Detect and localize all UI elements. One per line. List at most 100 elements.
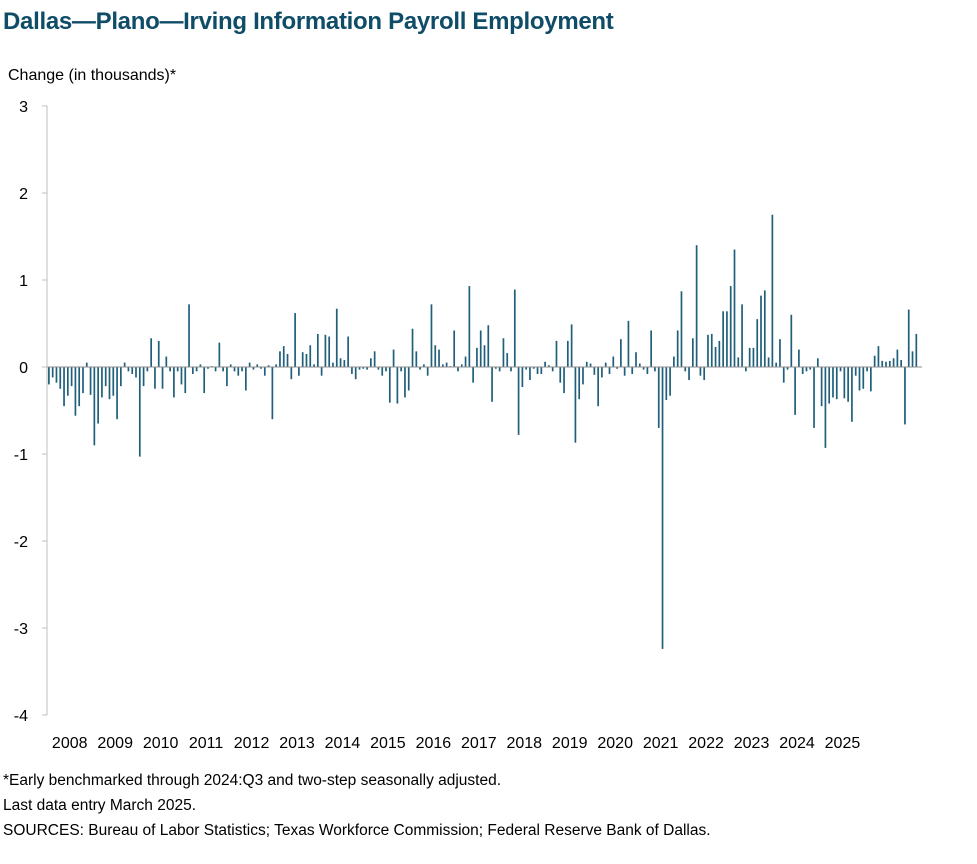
bar xyxy=(714,346,717,367)
bar xyxy=(915,333,918,367)
bar xyxy=(487,325,490,367)
bar xyxy=(233,367,236,372)
bar xyxy=(82,367,84,394)
bar xyxy=(354,367,357,380)
bar xyxy=(760,295,762,367)
bar xyxy=(120,367,122,387)
bar xyxy=(476,347,478,367)
bar xyxy=(70,367,73,387)
bar xyxy=(510,367,512,372)
bar xyxy=(104,367,107,387)
bar xyxy=(362,367,365,369)
bar xyxy=(623,367,626,376)
bar xyxy=(536,367,539,374)
bar xyxy=(123,362,126,367)
bar xyxy=(733,249,736,367)
footnote: *Early benchmarked through 2024:Q3 and t… xyxy=(3,772,502,789)
bar xyxy=(665,367,668,401)
x-tick-label: 2010 xyxy=(143,735,179,752)
bar xyxy=(661,367,664,649)
bar xyxy=(877,346,880,367)
bar xyxy=(154,367,156,389)
bar xyxy=(385,367,387,372)
bar xyxy=(593,367,596,375)
bar xyxy=(839,367,842,372)
bar xyxy=(676,330,679,367)
bar xyxy=(195,367,198,372)
bar xyxy=(252,367,255,370)
bar xyxy=(911,351,914,367)
bar xyxy=(415,351,418,367)
x-tick-label: 2008 xyxy=(52,735,88,752)
bar xyxy=(888,360,891,367)
bar xyxy=(896,349,899,367)
bar xyxy=(351,367,353,374)
bar xyxy=(642,367,645,370)
bar xyxy=(146,367,149,372)
bar xyxy=(521,367,524,388)
bar xyxy=(805,367,808,372)
bar xyxy=(722,311,724,367)
bar xyxy=(173,367,175,398)
bar xyxy=(48,367,50,385)
bar xyxy=(892,358,895,367)
bar xyxy=(142,367,145,387)
bar xyxy=(426,367,429,376)
bar xyxy=(161,367,164,389)
bar xyxy=(646,367,649,374)
bar xyxy=(782,367,785,383)
bar xyxy=(51,367,54,378)
bar xyxy=(752,347,755,367)
bar xyxy=(214,367,217,372)
bar xyxy=(794,367,796,415)
bar xyxy=(684,367,687,372)
bar xyxy=(335,308,338,367)
bar xyxy=(563,367,565,394)
x-tick-label: 2024 xyxy=(779,735,815,752)
y-tick-label: 0 xyxy=(19,360,28,377)
bar xyxy=(858,367,861,391)
bar xyxy=(430,304,433,367)
bar xyxy=(66,367,69,396)
bar xyxy=(457,367,459,372)
bar xyxy=(112,367,115,396)
bar xyxy=(763,290,766,367)
bar xyxy=(184,367,187,394)
bar xyxy=(688,367,690,381)
bar xyxy=(191,367,194,374)
bar xyxy=(404,367,406,398)
bar xyxy=(78,367,81,407)
x-tick-label: 2019 xyxy=(552,735,588,752)
bar xyxy=(275,364,278,367)
bar xyxy=(263,367,266,376)
bar xyxy=(207,367,209,369)
bar xyxy=(89,367,92,395)
bar xyxy=(491,367,493,402)
bar xyxy=(324,334,327,367)
bar xyxy=(691,338,694,367)
bar xyxy=(729,286,732,367)
x-axis: 2008 2009 2010 2011 2012 2013 2014 2015 2016 2017… xyxy=(52,735,860,752)
bar xyxy=(525,367,528,370)
chart-title: Dallas—Plano—Irving Information Payroll … xyxy=(3,8,614,35)
bar xyxy=(638,363,641,367)
bar xyxy=(373,351,376,367)
x-tick-label: 2016 xyxy=(416,735,452,752)
bar xyxy=(604,362,607,367)
bars xyxy=(48,214,921,649)
bar xyxy=(566,340,569,367)
bar xyxy=(608,367,611,374)
x-tick-label: 2009 xyxy=(97,735,133,752)
bar xyxy=(290,367,293,380)
bar xyxy=(502,338,505,367)
bar xyxy=(710,333,713,367)
bar xyxy=(551,367,554,372)
bar xyxy=(226,367,228,387)
bar xyxy=(703,367,706,381)
x-tick-label: 2015 xyxy=(370,735,406,752)
bar xyxy=(654,367,656,372)
bar xyxy=(813,367,815,428)
bar xyxy=(328,336,331,367)
bar xyxy=(798,349,800,367)
bar xyxy=(820,367,823,407)
